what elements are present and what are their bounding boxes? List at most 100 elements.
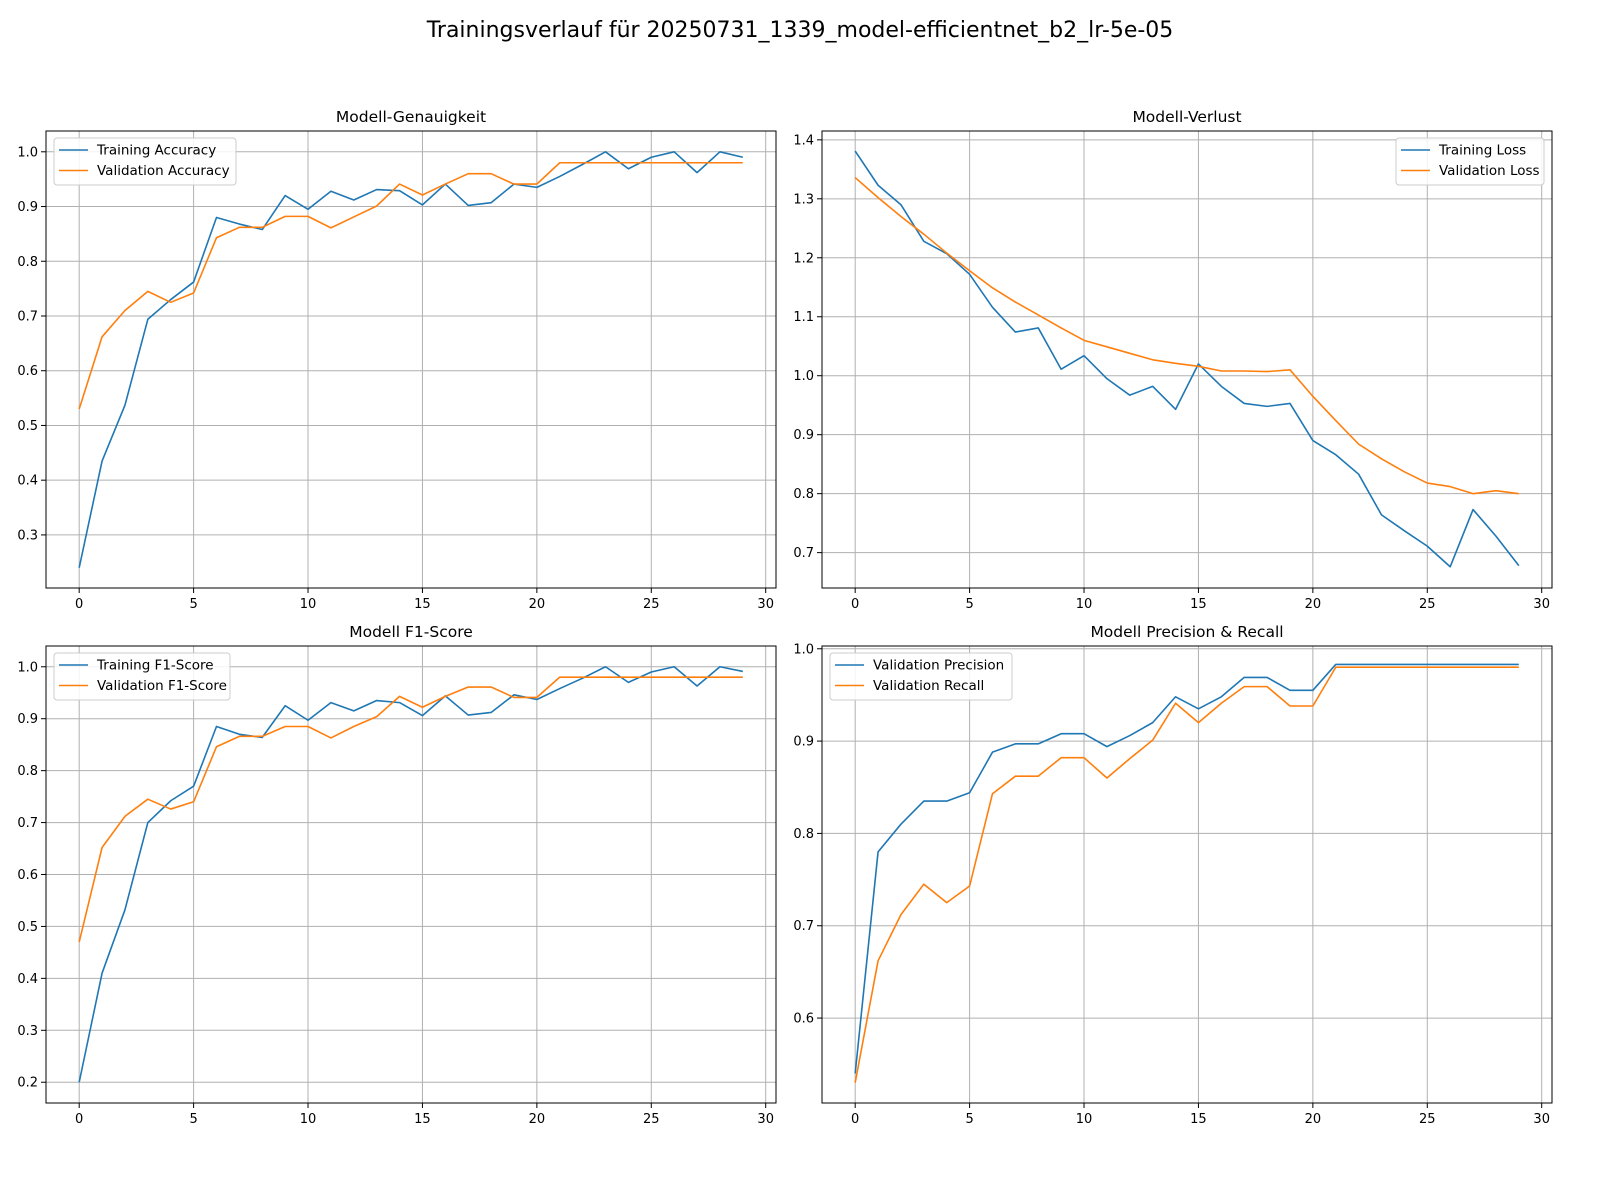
data-point: [945, 799, 949, 803]
series-line-2: [78, 676, 743, 943]
data-point: [214, 236, 218, 240]
data-point: [1471, 508, 1475, 512]
data-point: [1105, 345, 1109, 349]
data-point: [1357, 472, 1361, 476]
y-tick-label: 1.2: [793, 251, 814, 266]
data-point: [489, 201, 493, 205]
legend-label: Validation Loss: [1439, 163, 1540, 179]
data-point: [876, 196, 880, 200]
data-point: [581, 161, 585, 165]
data-point: [1128, 351, 1132, 355]
data-point: [1036, 313, 1040, 317]
chart-panel-2: Modell-Verlust 0 5 10 15 20 25 30 0.7 0.8 0.9 1.0 1.…: [793, 108, 1553, 612]
y-tick-label: 0.7: [17, 309, 38, 324]
data-point: [1448, 565, 1452, 569]
data-point: [214, 215, 218, 219]
data-point: [1380, 457, 1384, 461]
data-point: [398, 701, 402, 705]
data-point: [329, 226, 333, 230]
y-tick-label: 0.6: [17, 364, 38, 379]
data-point: [1311, 688, 1315, 692]
data-point: [581, 675, 585, 679]
data-point: [672, 150, 676, 154]
x-tick-label: 30: [757, 1112, 774, 1127]
x-tick-label: 15: [414, 1112, 431, 1127]
data-point: [100, 335, 104, 339]
data-point: [123, 908, 127, 912]
data-point: [1494, 489, 1498, 493]
legend-label: Validation F1-Score: [97, 678, 227, 694]
data-point: [1425, 544, 1429, 548]
data-point: [922, 232, 926, 236]
data-point: [1288, 688, 1292, 692]
data-point: [1059, 367, 1063, 371]
data-point: [876, 850, 880, 854]
data-point: [1105, 776, 1109, 780]
data-point: [1105, 745, 1109, 749]
data-point: [1402, 470, 1406, 474]
data-point: [306, 718, 310, 722]
data-point: [990, 286, 994, 290]
y-tick-label: 0.5: [17, 419, 38, 434]
data-point: [558, 161, 562, 165]
data-point: [741, 669, 745, 673]
data-point: [375, 188, 379, 192]
data-point: [695, 161, 699, 165]
data-point: [1334, 665, 1338, 669]
axes-frame: [45, 130, 777, 589]
data-point: [1128, 757, 1132, 761]
legend-label: Validation Recall: [873, 678, 984, 694]
x-tick-label: 5: [189, 1112, 197, 1127]
x-tick-label: 5: [965, 597, 973, 612]
data-point: [1334, 419, 1338, 423]
x-tick-label: 25: [643, 597, 660, 612]
data-point: [899, 822, 903, 826]
data-point: [489, 172, 493, 176]
data-point: [1174, 361, 1178, 365]
y-tick-label: 0.5: [17, 920, 38, 935]
data-point: [1494, 665, 1498, 669]
data-point: [1105, 377, 1109, 381]
data-point: [741, 675, 745, 679]
data-point: [123, 814, 127, 818]
data-point: [558, 687, 562, 691]
data-point: [1471, 665, 1475, 669]
data-point: [672, 161, 676, 165]
data-point: [420, 203, 424, 207]
data-point: [718, 665, 722, 669]
x-tick-label: 15: [1190, 1112, 1207, 1127]
data-point: [558, 174, 562, 178]
data-point: [1288, 368, 1292, 372]
data-point: [1174, 407, 1178, 411]
y-tick-label: 1.3: [793, 192, 814, 207]
y-tick-label: 0.9: [793, 735, 814, 750]
data-point: [1471, 492, 1475, 496]
panel-title: Modell-Genauigkeit: [336, 108, 486, 126]
data-point: [260, 225, 264, 229]
y-tick-label: 1.0: [17, 145, 38, 160]
series-line-1: [78, 665, 743, 1083]
data-point: [237, 734, 241, 738]
y-tick-label: 1.0: [793, 642, 814, 657]
data-point: [604, 675, 608, 679]
data-point: [1013, 300, 1017, 304]
series-line-1: [854, 663, 1519, 1074]
data-point: [1242, 401, 1246, 405]
data-point: [398, 189, 402, 193]
data-point: [672, 665, 676, 669]
y-tick-label: 0.4: [17, 474, 38, 489]
x-tick-label: 0: [851, 1112, 859, 1127]
data-point: [352, 198, 356, 202]
y-tick-label: 0.7: [793, 919, 814, 934]
y-tick-label: 0.8: [793, 487, 814, 502]
data-point: [77, 566, 81, 570]
y-tick-label: 0.8: [793, 827, 814, 842]
series-line-1: [854, 150, 1520, 568]
data-point: [853, 149, 857, 153]
data-point: [1311, 704, 1315, 708]
x-tick-label: 5: [189, 597, 197, 612]
data-point: [489, 685, 493, 689]
data-point: [169, 807, 173, 811]
x-tick-label: 25: [1419, 1112, 1436, 1127]
data-point: [306, 214, 310, 218]
